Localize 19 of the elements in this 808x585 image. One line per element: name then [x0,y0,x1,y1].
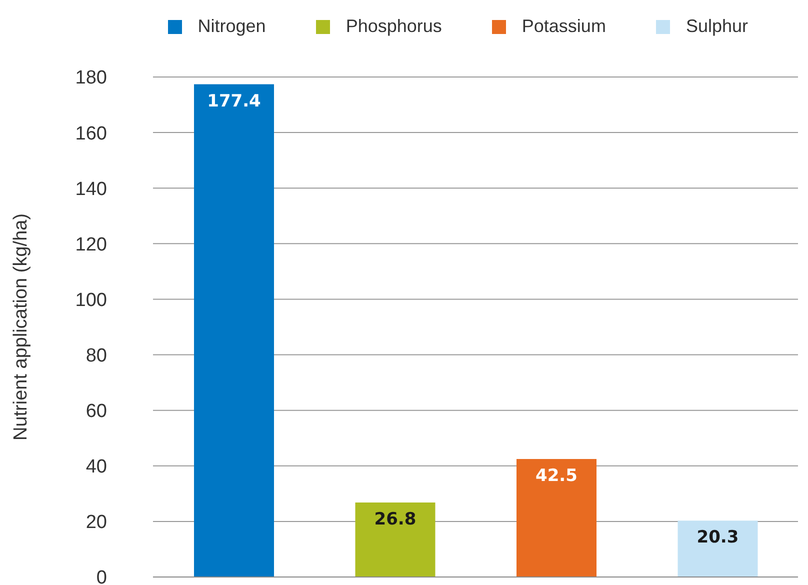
y-tick-label: 160 [75,123,107,144]
legend-label: Phosphorus [346,16,442,36]
legend-label: Sulphur [686,16,748,36]
data-label: 20.3 [696,528,739,548]
data-label: 26.8 [374,510,416,530]
y-tick-label: 80 [86,346,107,367]
y-tick-label: 40 [86,456,107,478]
y-tick-label: 140 [75,178,107,200]
data-label: 42.5 [536,466,578,486]
y-tick-label: 180 [75,68,107,89]
legend-label: Nitrogen [198,16,266,36]
y-axis-title: Nutrient application (kg/ha) [10,213,32,441]
y-tick-label: 20 [86,512,107,534]
y-tick-label: 60 [86,401,107,422]
y-tick-label: 120 [75,234,107,256]
y-tick-label: 0 [96,568,107,585]
data-label: 177.4 [207,91,262,112]
y-tick-label: 100 [75,290,107,311]
legend-label: Potassium [522,16,606,36]
